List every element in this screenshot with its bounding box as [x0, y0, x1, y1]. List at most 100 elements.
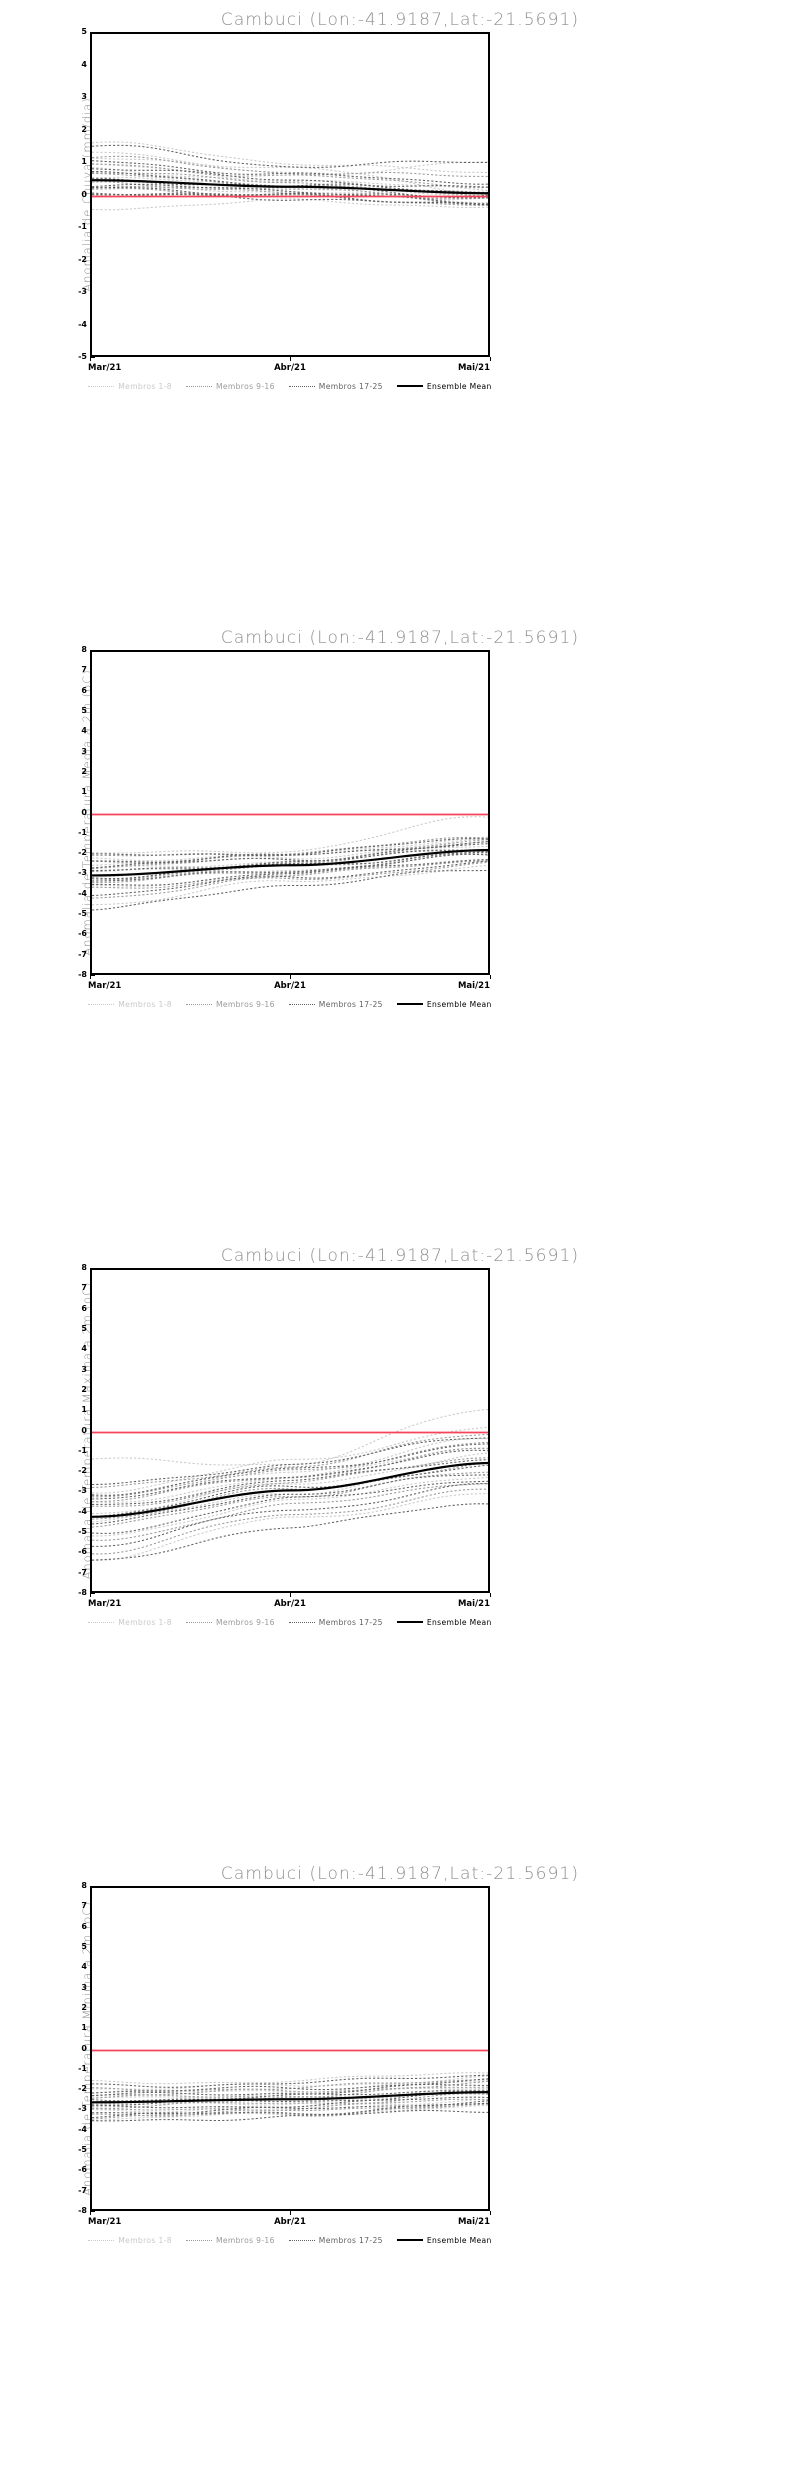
member-line	[92, 841, 488, 863]
y-tick-label: 0	[81, 189, 87, 199]
legend: Membros 1-8 Membros 9-16 Membros 17-25 Ense…	[88, 378, 491, 394]
legend-label: Membros 17-25	[318, 1617, 383, 1627]
y-tick-label: -1	[78, 1445, 87, 1455]
member-line	[92, 1434, 488, 1489]
y-tick-label: 6	[81, 685, 87, 695]
legend-item: Membros 9-16	[185, 1000, 275, 1009]
legend-label: Membros 1-8	[118, 2235, 172, 2245]
plot-area	[90, 650, 490, 975]
x-tick-label: Abr/21	[274, 2217, 306, 2227]
y-tick-label: -7	[78, 1567, 87, 1577]
legend-label: Membros 9-16	[215, 381, 275, 391]
y-tick-label: -8	[78, 970, 87, 979]
member-line	[92, 1483, 488, 1547]
legend-label: Membros 1-8	[118, 381, 172, 391]
legend-item: Membros 9-16	[185, 381, 275, 391]
legend-item: Membros 17-25	[288, 381, 383, 391]
ensemble-mean-line	[92, 1461, 488, 1518]
y-tick-label: 6	[81, 1921, 87, 1931]
legend: Membros 1-8 Membros 9-16 Membros 17-25 Ense…	[88, 1614, 491, 1630]
legend-swatch-2	[185, 385, 212, 387]
y-tick-label: 8	[81, 1263, 87, 1272]
y-tick-label: 4	[81, 59, 87, 69]
y-tick-label: 0	[81, 807, 87, 817]
y-tick-label: 6	[81, 1303, 87, 1313]
y-tick-label: -1	[78, 827, 87, 837]
x-tick-label: Mar/21	[88, 981, 122, 991]
legend-label: Membros 17-25	[318, 381, 383, 391]
y-tick-label: 3	[81, 1364, 87, 1374]
member-line	[92, 1426, 488, 1494]
legend-label: Membros 1-8	[118, 999, 172, 1009]
y-tick-label: -3	[78, 2104, 87, 2114]
member-line	[92, 157, 488, 175]
legend-swatch-1	[88, 2239, 115, 2241]
plot-inner	[92, 34, 488, 355]
y-tick-label: 0	[81, 2043, 87, 2053]
legend-swatch-1	[88, 385, 115, 387]
legend-swatch-3	[288, 2239, 315, 2241]
forecast-panel-3: Cambuci (Lon:-41.9187,Lat:-21.5691) Anoma…	[0, 1236, 800, 1854]
legend-swatch-4	[396, 1621, 423, 1623]
y-tick-label: 7	[81, 665, 87, 675]
x-tick-label: Mar/21	[88, 2217, 122, 2227]
y-tick-label: 4	[81, 726, 87, 736]
member-line	[92, 861, 488, 899]
legend-label: Membros 17-25	[318, 2235, 383, 2245]
member-line	[92, 1471, 488, 1528]
forecast-panel-4: Cambuci (Lon:-41.9187,Lat:-21.5691) Anoma…	[0, 1854, 800, 2472]
member-line	[92, 2096, 488, 2109]
legend-item: Membros 17-25	[288, 1617, 383, 1627]
legend-label: Ensemble Mean	[426, 999, 492, 1009]
y-tick-label: -6	[78, 1547, 87, 1557]
member-line	[92, 816, 488, 854]
x-tick-mark	[290, 1593, 291, 1597]
y-tick-label: -7	[78, 2185, 87, 2195]
y-tick-label: 5	[81, 1323, 87, 1333]
y-tick-mark	[90, 1593, 95, 1594]
legend-item: Membros 9-16	[185, 2235, 275, 2245]
member-line	[92, 1474, 488, 1525]
panel-title: Cambuci (Lon:-41.9187,Lat:-21.5691)	[220, 628, 580, 648]
legend-label: Membros 9-16	[215, 2235, 275, 2245]
x-tick-label: Abr/21	[274, 363, 306, 373]
legend-label: Membros 9-16	[215, 1617, 275, 1627]
y-tick-label: 3	[81, 746, 87, 756]
panel-title: Cambuci (Lon:-41.9187,Lat:-21.5691)	[220, 1246, 580, 1266]
y-tick-labels: 8 7 6 5 4 3 2 1 0 -1 -2 -3 -4 -5 -6 -7 -8	[62, 646, 87, 979]
member-line	[92, 1493, 488, 1562]
legend-item: Membros 17-25	[288, 2235, 383, 2245]
member-line	[92, 1483, 488, 1541]
member-line	[92, 1449, 488, 1500]
member-line	[92, 2100, 488, 2115]
y-tick-label: 5	[81, 27, 87, 36]
y-tick-label: -2	[78, 1466, 87, 1476]
plot-inner	[92, 1270, 488, 1591]
y-tick-mark	[90, 2211, 95, 2212]
y-tick-mark	[90, 975, 95, 976]
x-tick-labels: Mar/21 Abr/21 Mai/21	[88, 1593, 491, 1611]
x-tick-label: Mai/21	[457, 1599, 490, 1609]
member-line	[92, 2087, 488, 2099]
member-line	[92, 198, 488, 211]
legend-swatch-3	[288, 1003, 315, 1005]
legend-item: Membros 1-8	[88, 2236, 172, 2245]
member-line	[92, 1464, 488, 1518]
member-line	[92, 1447, 488, 1503]
member-line	[92, 185, 488, 200]
x-tick-mark	[490, 975, 491, 979]
member-line	[92, 1488, 488, 1555]
legend-swatch-1	[88, 1003, 115, 1005]
y-tick-label: 4	[81, 1962, 87, 1972]
member-line	[92, 2109, 488, 2122]
y-tick-label: 3	[81, 92, 87, 101]
member-line	[92, 1480, 488, 1534]
member-line	[92, 1437, 488, 1486]
y-tick-label: -5	[78, 1527, 87, 1537]
y-tick-label: 8	[81, 645, 87, 654]
y-tick-label: 3	[81, 1982, 87, 1992]
y-tick-label: 2	[81, 124, 87, 134]
member-line	[92, 2083, 488, 2097]
y-tick-label: -2	[78, 2084, 87, 2094]
y-tick-label: 5	[81, 705, 87, 715]
